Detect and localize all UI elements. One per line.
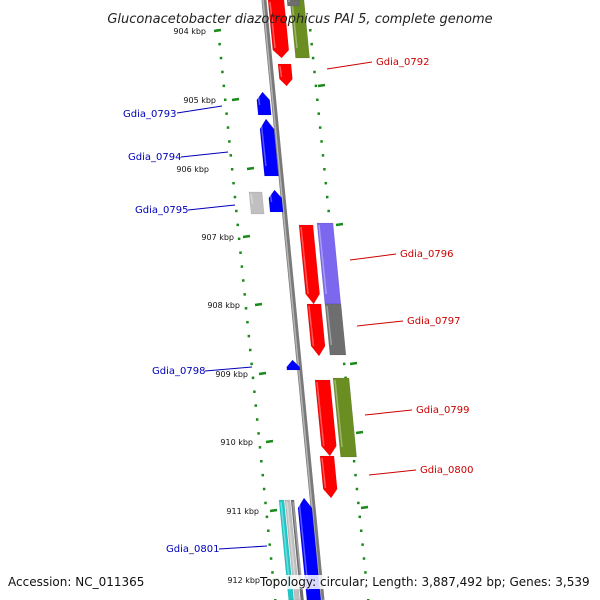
kbp-tick-mark: [265, 439, 274, 444]
gene-arrow-olive-top[interactable]: [289, 0, 310, 59]
gene-features: [248, 0, 357, 600]
kbp-tick-mark: [231, 97, 240, 102]
accession-label: Accession: NC_011365: [8, 575, 145, 589]
label-leader-line: [204, 366, 253, 372]
gene-arrow-gdia-0793[interactable]: [256, 91, 272, 116]
kbp-tick-label: 905 kbp: [183, 96, 216, 105]
label-leader-line: [368, 469, 417, 476]
kbp-ticks: 904 kbp 905 kbp 906 kbp 907 kbp 908 kbp 909 k…: [173, 27, 369, 585]
kbp-tick-mark: [246, 166, 255, 171]
gene-arrow-gdia-0792-prev[interactable]: [267, 0, 290, 59]
gene-label-right[interactable]: Gdia_0796: [400, 249, 453, 260]
kbp-tick-mark: [254, 302, 263, 307]
kbp-tick-label: 907 kbp: [201, 233, 234, 242]
gene-labels: Gdia_0793 Gdia_0794 Gdia_0795 Gdia_0798 Gdia…: [123, 57, 473, 555]
gene-label-left[interactable]: Gdia_0795: [135, 205, 188, 216]
label-leader-line: [187, 204, 236, 211]
kbp-tick-label: 906 kbp: [176, 165, 209, 174]
gene-arrow-gdia-0795[interactable]: [268, 189, 284, 213]
label-leader-line: [349, 253, 397, 261]
gene-arrow-gdia-0795-gray[interactable]: [248, 191, 265, 215]
gene-label-right[interactable]: Gdia_0792: [376, 57, 429, 68]
kbp-tick-mark: [349, 361, 358, 366]
kbp-tick-mark: [335, 222, 344, 227]
label-leader-line: [364, 409, 413, 416]
gene-label-right[interactable]: Gdia_0797: [407, 316, 460, 327]
label-leader-line: [356, 320, 404, 327]
map-title: Gluconacetobacter diazotrophicus PAI 5, …: [107, 12, 492, 27]
kbp-tick-mark: [213, 28, 222, 33]
gene-label-left[interactable]: Gdia_0794: [128, 152, 181, 163]
gene-label-left[interactable]: Gdia_0793: [123, 109, 176, 120]
gene-label-right[interactable]: Gdia_0799: [416, 405, 469, 416]
label-leader-line: [218, 545, 268, 550]
kbp-tick-mark: [258, 371, 267, 376]
kbp-tick-label: 909 kbp: [215, 370, 248, 379]
label-leaders: [176, 61, 417, 550]
gene-label-right[interactable]: Gdia_0800: [420, 465, 473, 476]
genome-backbone-highlight: [262, 0, 322, 600]
gene-arrow-gdia-0798[interactable]: [286, 359, 301, 371]
kbp-tick-label: 910 kbp: [220, 438, 253, 447]
kbp-tick-mark: [360, 505, 369, 510]
kbp-tick-mark: [355, 430, 364, 435]
kbp-tick-mark: [269, 508, 278, 513]
gene-arrow-gdia-0796[interactable]: [298, 224, 320, 305]
genome-backbone: [261, 0, 325, 600]
gene-arrow-gray-top[interactable]: [286, 0, 300, 7]
gene-arrow-gdia-0799[interactable]: [314, 379, 337, 457]
gene-arrow-gdia-0794[interactable]: [259, 118, 279, 177]
gene-label-left[interactable]: Gdia_0801: [166, 544, 219, 555]
kbp-tick-label: 908 kbp: [207, 301, 240, 310]
topology-label: Topology: circular; Length: 3,887,492 bp…: [260, 575, 590, 589]
gene-arrow-gdia-0797-gray[interactable]: [324, 303, 347, 356]
label-leader-line: [176, 105, 223, 114]
gene-arrow-gdia-0801[interactable]: [297, 497, 322, 600]
label-leader-line: [180, 151, 229, 158]
gene-label-left[interactable]: Gdia_0798: [152, 366, 205, 377]
kbp-tick-label: 911 kbp: [226, 507, 259, 516]
label-leader-line: [326, 61, 373, 70]
kbp-tick-mark: [317, 83, 326, 88]
gene-arrow-gdia-0792[interactable]: [277, 63, 293, 87]
gene-arrow-gdia-0797[interactable]: [306, 303, 326, 357]
kbp-tick-label: 904 kbp: [173, 27, 206, 36]
kbp-tick-label: 912 kbp: [227, 576, 260, 585]
kbp-tick-mark: [242, 234, 251, 239]
gene-arrow-gdia-0799-olive[interactable]: [332, 377, 357, 458]
gene-arrow-gdia-0800[interactable]: [319, 455, 338, 499]
